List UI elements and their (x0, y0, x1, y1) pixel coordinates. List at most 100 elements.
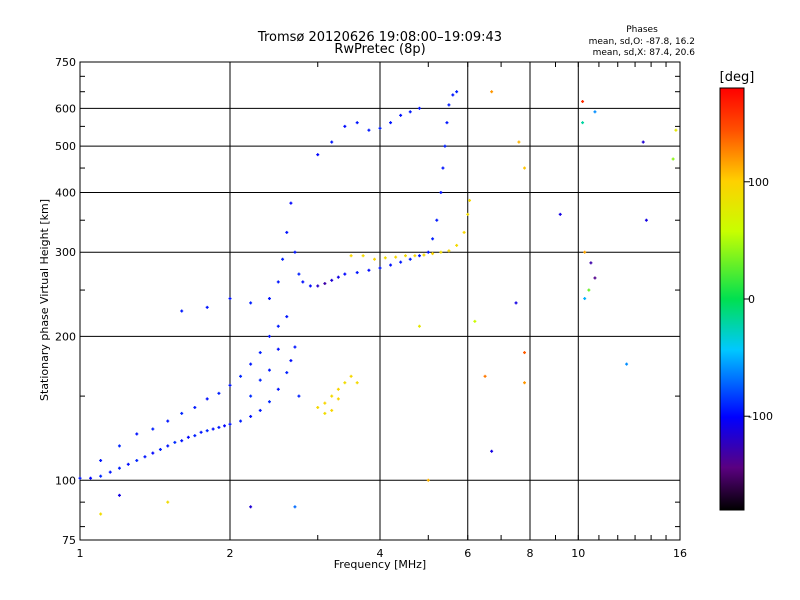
echo-point (403, 254, 407, 258)
echo-point (193, 434, 197, 438)
echo-point (473, 319, 477, 323)
echo-point (426, 478, 430, 482)
echo-point (293, 345, 297, 349)
echo-point (336, 397, 340, 401)
echo-point (399, 113, 403, 117)
echo-point (330, 140, 334, 144)
echo-point (143, 455, 147, 459)
echo-point (267, 400, 271, 404)
y-tick-label: 500 (55, 140, 76, 153)
echo-point (223, 424, 227, 428)
echo-point (117, 493, 121, 497)
echo-point (514, 301, 518, 305)
echo-point (205, 397, 209, 401)
stats-heading: Phases (626, 25, 658, 35)
echo-point (523, 351, 527, 355)
echo-point (441, 166, 445, 170)
x-axis-ticks: 1 2 4 6 8 10 16 (77, 547, 688, 560)
echo-point (117, 466, 121, 470)
x-tick-label: 16 (673, 547, 687, 560)
y-tick-label: 200 (55, 330, 76, 343)
echo-point (135, 458, 139, 462)
stats-x-mode: mean, sd,X: 87.4, 20.6 (593, 48, 696, 58)
echo-point (355, 381, 359, 385)
echo-point (285, 371, 289, 375)
echo-point (589, 261, 593, 265)
echo-point (228, 422, 232, 426)
echo-point (389, 121, 393, 125)
echo-point (447, 249, 451, 253)
echo-point (587, 288, 591, 292)
colorbar (719, 87, 745, 511)
echo-point (674, 128, 678, 132)
echo-point (490, 90, 494, 94)
echo-point (383, 256, 387, 260)
echo-point (173, 440, 177, 444)
echo-point (297, 272, 301, 276)
echo-point (316, 405, 320, 409)
echo-point (108, 470, 112, 474)
echo-point (297, 394, 301, 398)
echo-point (367, 128, 371, 132)
echo-point (336, 275, 340, 279)
echo-point (249, 394, 253, 398)
echo-point (99, 474, 103, 478)
echo-point (211, 427, 215, 431)
echo-point (99, 458, 103, 462)
chart-title: Tromsø 20120626 19:08:00–19:09:43 (257, 30, 502, 45)
x-tick-label: 6 (464, 547, 471, 560)
echo-point (483, 374, 487, 378)
echo-point (186, 435, 190, 439)
echo-point (293, 505, 297, 509)
echo-point (431, 252, 435, 256)
echo-point (267, 297, 271, 301)
colorbar-ticks: 100 0 -100 (744, 176, 773, 423)
echo-point (276, 324, 280, 328)
echo-point (330, 278, 334, 282)
echo-point (431, 237, 435, 241)
echo-point (166, 444, 170, 448)
stats-o-mode: mean, sd,O: -87.8, 16.2 (589, 37, 695, 47)
echo-point (455, 243, 459, 247)
echo-point (378, 126, 382, 130)
echo-point (276, 280, 280, 284)
echo-point (323, 401, 327, 405)
echo-point (593, 276, 597, 280)
y-axis-ticks: 75 100 200 300 400 500 600 750 (55, 56, 76, 547)
echo-point (166, 500, 170, 504)
echo-point (249, 505, 253, 509)
echo-point (193, 405, 197, 409)
echo-point (671, 157, 675, 161)
chart-subtitle: RwPretec (8p) (334, 42, 425, 57)
echo-point (166, 419, 170, 423)
x-axis-label: Frequency [MHz] (334, 558, 426, 571)
echo-point (644, 218, 648, 222)
echo-point (462, 230, 466, 234)
echo-point (249, 362, 253, 366)
echo-point (394, 255, 398, 259)
echo-point (228, 383, 232, 387)
echo-point (468, 198, 472, 202)
echo-point (355, 271, 359, 275)
echo-point (323, 411, 327, 415)
echo-point (455, 90, 459, 94)
echo-point (336, 387, 340, 391)
echo-point (239, 419, 243, 423)
y-tick-label: 100 (55, 474, 76, 487)
grid-lines (79, 62, 681, 540)
echo-point (451, 93, 455, 97)
colorbar-tick-label: 100 (748, 176, 769, 189)
echo-point (330, 408, 334, 412)
echo-point (258, 408, 262, 412)
echo-point (581, 121, 585, 125)
echo-point (558, 212, 562, 216)
y-tick-label: 75 (62, 534, 76, 547)
echo-point (413, 254, 417, 258)
echo-point (281, 257, 285, 261)
echo-point (443, 144, 447, 148)
echo-point (408, 257, 412, 261)
x-tick-label: 1 (77, 547, 84, 560)
echo-point (217, 391, 221, 395)
echo-point (447, 103, 451, 107)
